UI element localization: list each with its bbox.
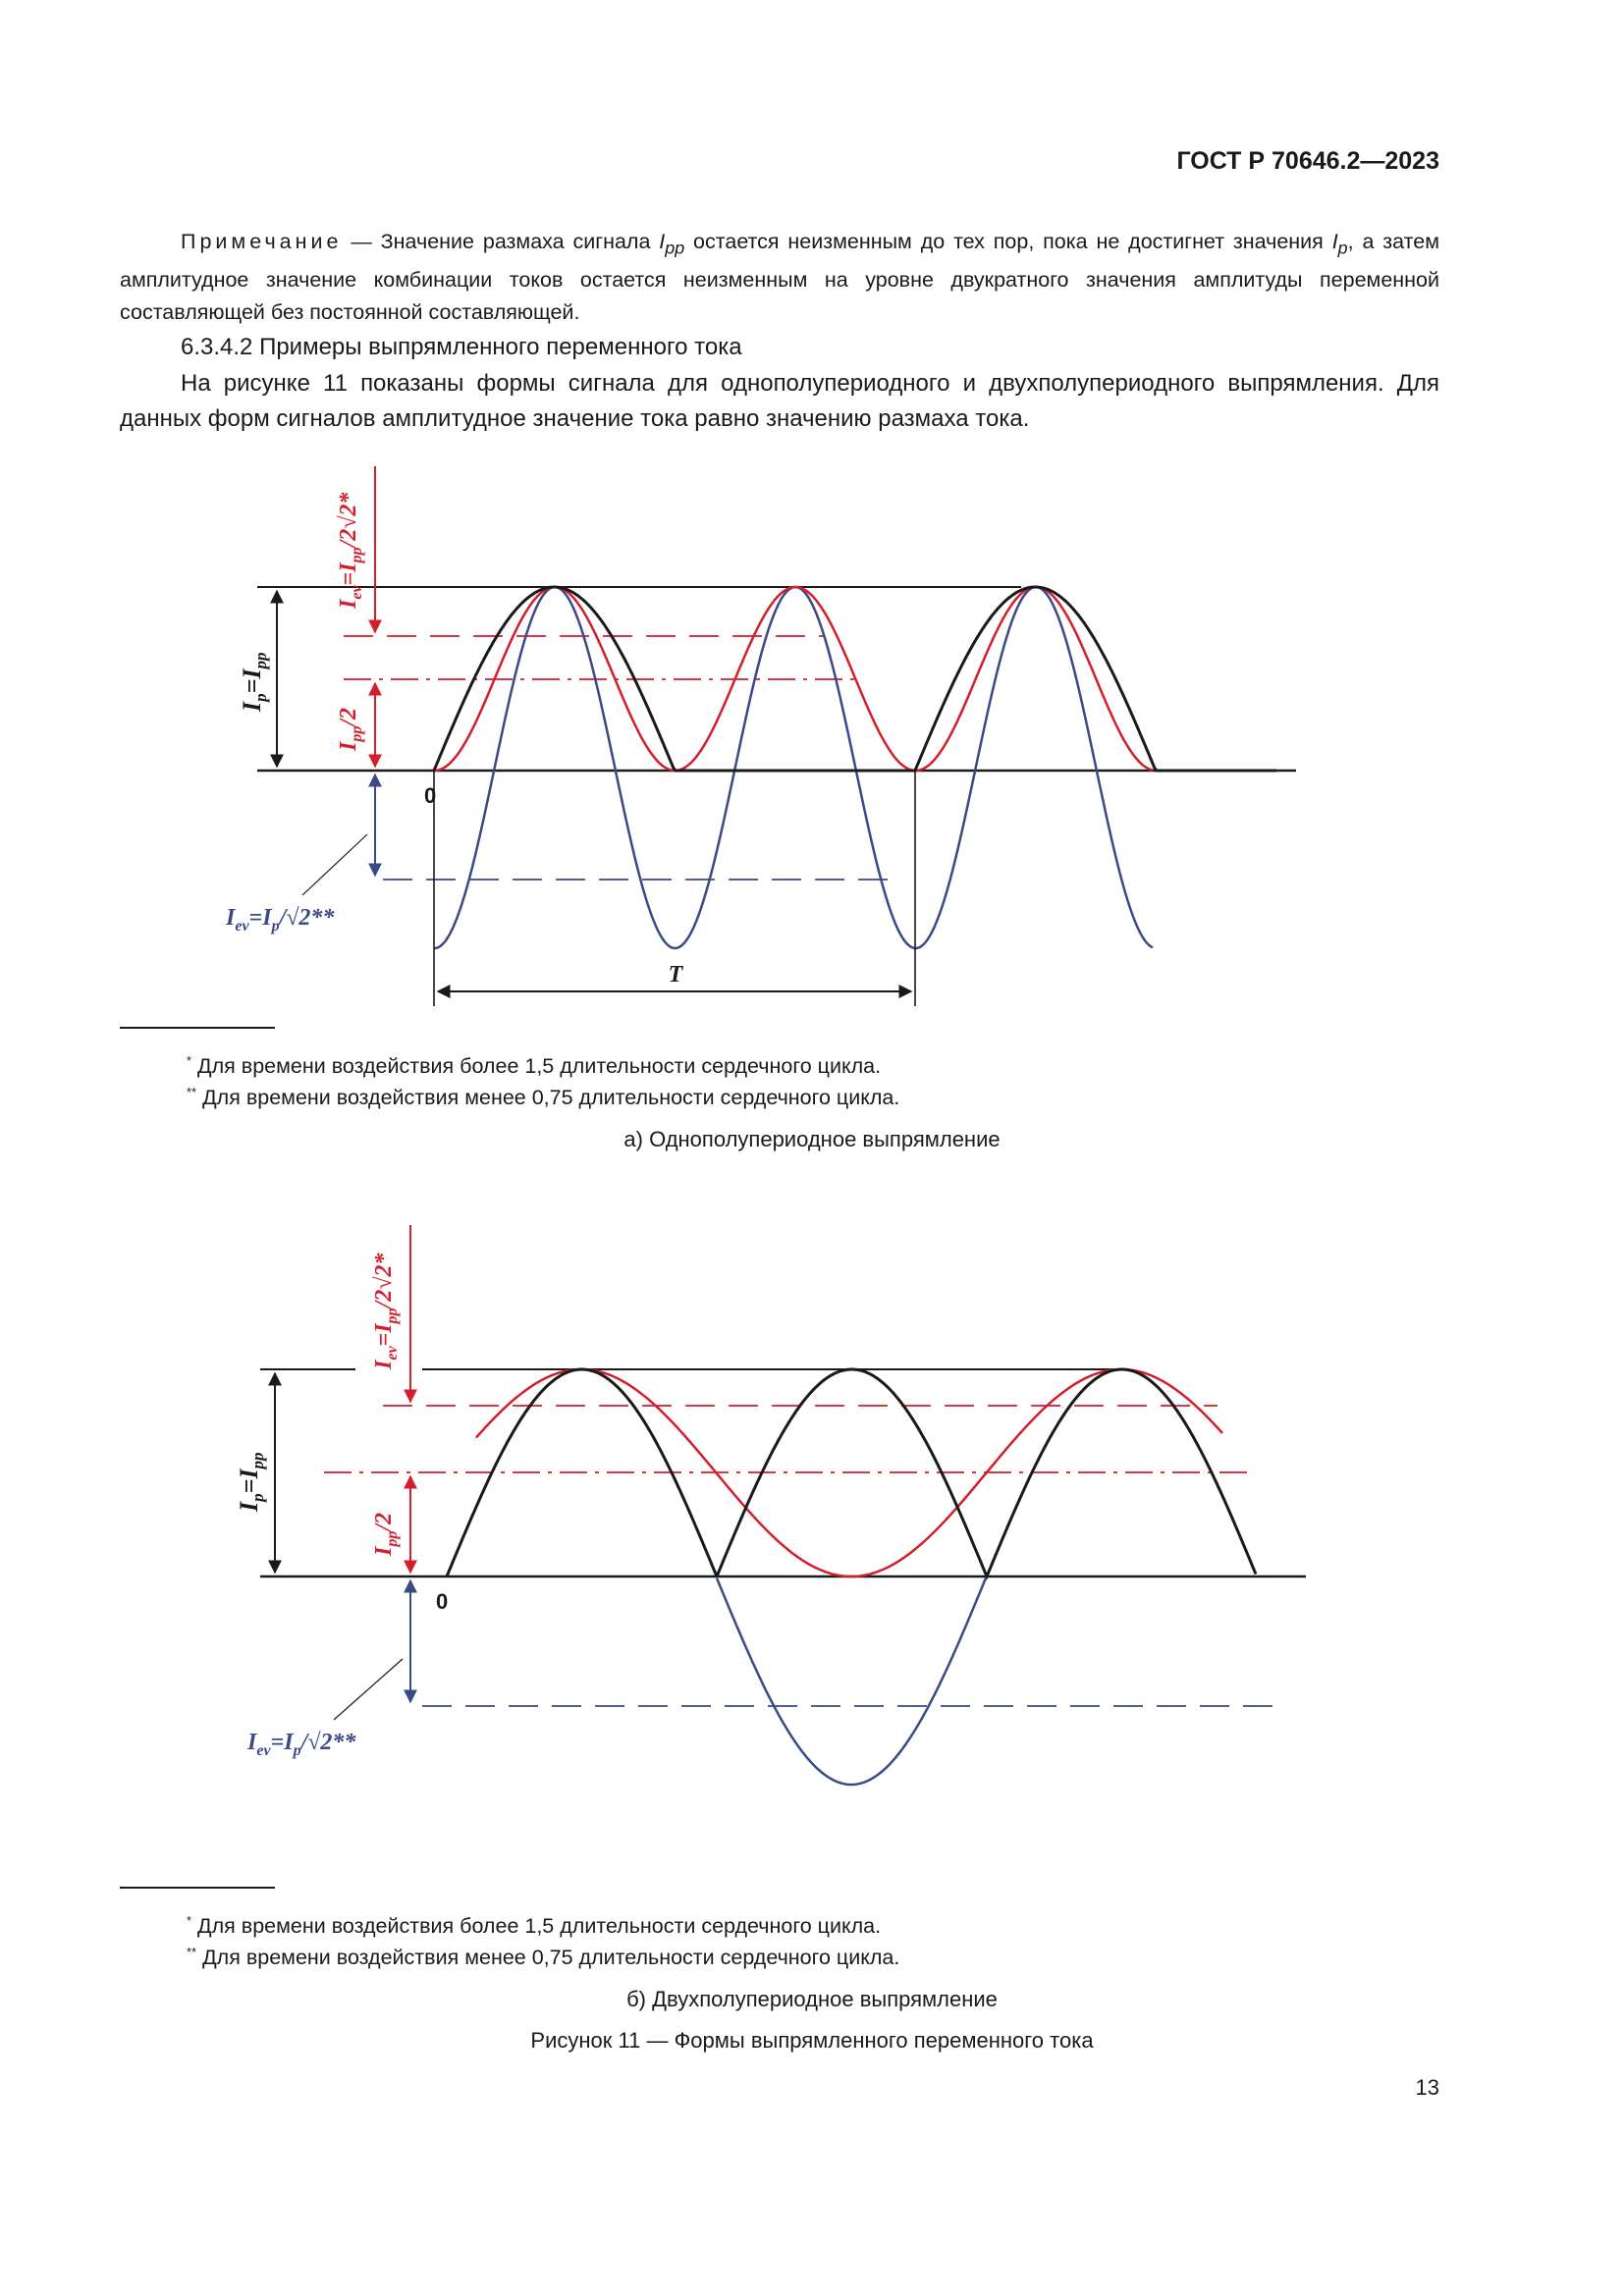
fig-b-red-wave [475, 1367, 1223, 1578]
fig-b-footnote-rule [120, 1887, 275, 1889]
fig-a-caption: а) Однополупериодное выпрямление [623, 1127, 1001, 1151]
fig-b-half-label: Ipp/2 [371, 1513, 401, 1557]
note-text-3: , а затем амплитудное значение комбинаци… [120, 230, 1439, 325]
fig-b-footnote-2: ** Для времени воздействия менее 0,75 дл… [187, 1945, 900, 1970]
fig-a-blue-wave [433, 585, 1154, 950]
page-number: 13 [1415, 2075, 1439, 2100]
fig-a-ip-label: Ip=Ipp [238, 652, 270, 713]
fig-a-zero-label: 0 [424, 783, 436, 808]
body-paragraph: На рисунке 11 показаны формы сигнала для… [120, 366, 1439, 437]
note-text-2: остается неизменным до тех пор, пока не … [684, 230, 1332, 253]
note-lead: Примечание [181, 230, 343, 253]
fig-a-ev-bottom-label: Iev=Ip/√2** [225, 905, 335, 934]
fig-a-leader-line [301, 833, 368, 896]
document-header: ГОСТ Р 70646.2—2023 [1176, 147, 1439, 175]
fig-b-ip-label: Ip=Ipp [235, 1452, 267, 1513]
note-paragraph: Примечание — Значение размаха сигнала Ip… [120, 226, 1439, 329]
fig-a-black-wave [432, 585, 1276, 773]
note-text-1: — Значение размаха сигнала [342, 230, 660, 253]
figure-title: Рисунок 11 — Формы выпрямленного перемен… [530, 2028, 1094, 2053]
fig-b-footnote-1: * Для времени воздействия более 1,5 длит… [187, 1913, 882, 1939]
fig-a-footnote-2: ** Для времени воздействия менее 0,75 дл… [187, 1085, 900, 1110]
fig-b-ev-top-label: Iev=Ipp/2√2* [371, 1253, 401, 1370]
note-symbol-2-sub: p [1337, 238, 1348, 258]
fig-b-caption: б) Двухполупериодное выпрямление [626, 1987, 998, 2011]
fig-a-period-label: T [669, 962, 684, 988]
fig-a-half-label: Ipp/2 [336, 708, 365, 752]
fig-b-leader-line [333, 1658, 404, 1721]
note-symbol-2: I [1331, 230, 1338, 253]
clause-heading: 6.3.4.2 Примеры выпрямленного переменног… [181, 334, 742, 360]
fig-a-ev-top-label: Iev=Ipp/2√2* [336, 492, 365, 610]
fig-a-footnote-1: * Для времени воздействия более 1,5 длит… [187, 1053, 882, 1079]
body-paragraph-text: На рисунке 11 показаны формы сигнала для… [120, 370, 1439, 432]
figure-b: Ip=Ipp Iev=Ipp/2√2* Ipp/2 0 Iev=Ip/√2** [235, 1225, 1306, 1787]
figure-a: T Ip=Ipp Iev=Ipp/2√2* Ipp/2 0 Iev=Ip/√2*… [225, 466, 1296, 1006]
note-symbol-1-sub: pp [665, 238, 685, 258]
fig-b-black-wave [445, 1367, 1258, 1580]
fig-b-blue-wave [715, 1577, 988, 1787]
note-symbol-1: I [659, 230, 666, 253]
fig-a-footnote-rule [120, 1027, 275, 1029]
fig-b-ev-bottom-label: Iev=Ip/√2** [246, 1730, 356, 1759]
fig-b-zero-label: 0 [436, 1589, 448, 1614]
